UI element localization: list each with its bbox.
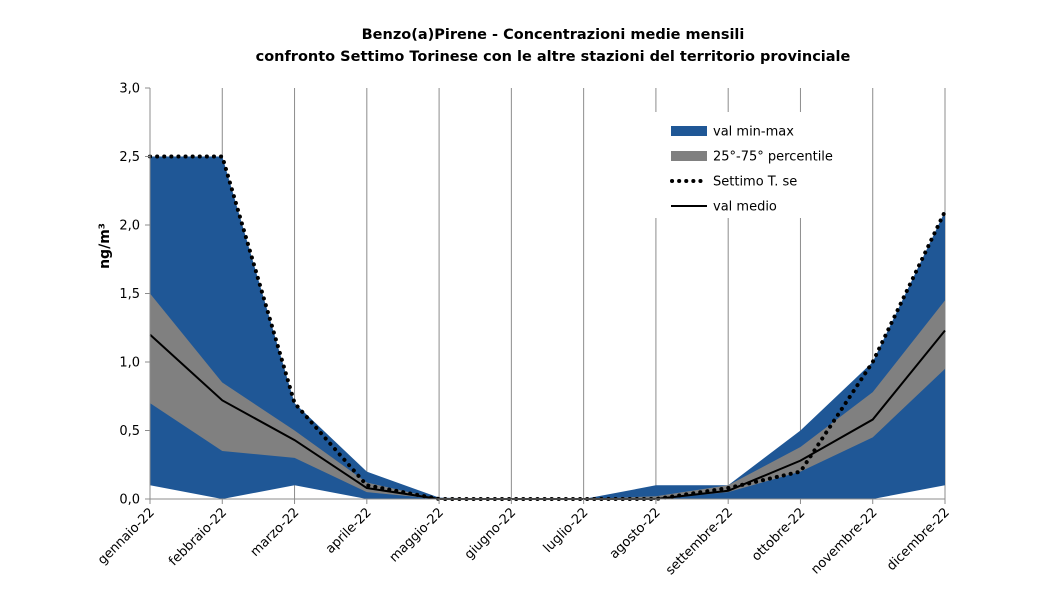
- legend-label: val medio: [713, 200, 777, 215]
- legend-label: 25°-75° percentile: [713, 150, 833, 165]
- x-tick-label: maggio-22: [387, 505, 447, 565]
- y-tick-label: 0,5: [119, 424, 140, 439]
- legend-label: Settimo T. se: [713, 175, 797, 190]
- x-tick-label: ottobre-22: [749, 505, 808, 564]
- x-tick-label: luglio-22: [541, 505, 592, 556]
- chart-title: Benzo(a)Pirene - Concentrazioni medie me…: [362, 27, 745, 43]
- x-tick-label: agosto-22: [607, 505, 664, 562]
- x-tick-label: febbraio-22: [166, 505, 230, 569]
- y-tick-label: 2,5: [119, 150, 140, 165]
- y-tick-label: 1,5: [119, 287, 140, 302]
- y-tick-label: 3,0: [119, 82, 140, 97]
- x-tick-labels: gennaio-22 febbraio-22 marzo-22 aprile-22 ma…: [95, 499, 953, 578]
- y-tick-label: 2,0: [119, 219, 140, 234]
- legend: val min-max 25°-75° percentile Settimo T. …: [655, 112, 855, 218]
- x-tick-label: dicembre-22: [884, 505, 953, 574]
- x-tick-label: gennaio-22: [95, 505, 158, 568]
- y-tick-label: 1,0: [119, 356, 140, 371]
- x-tick-label: marzo-22: [248, 505, 303, 560]
- y-tick-label: 0,0: [119, 493, 140, 508]
- chart-subtitle: confronto Settimo Torinese con le altre …: [256, 49, 851, 65]
- area-bands: [150, 156, 945, 499]
- x-tick-label: settembre-22: [663, 505, 736, 578]
- x-tick-label: aprile-22: [323, 505, 375, 557]
- legend-label: val min-max: [713, 125, 794, 140]
- band-0: [150, 156, 945, 499]
- legend-swatch: [671, 126, 707, 136]
- legend-swatch: [671, 151, 707, 161]
- x-tick-label: novembre-22: [808, 505, 880, 577]
- y-tick-labels: 0,0 0,5 1,0 1,5 2,0 2,5 3,0: [119, 82, 150, 508]
- y-axis-label: ng/m³: [97, 223, 113, 269]
- x-tick-label: giugno-22: [462, 505, 519, 562]
